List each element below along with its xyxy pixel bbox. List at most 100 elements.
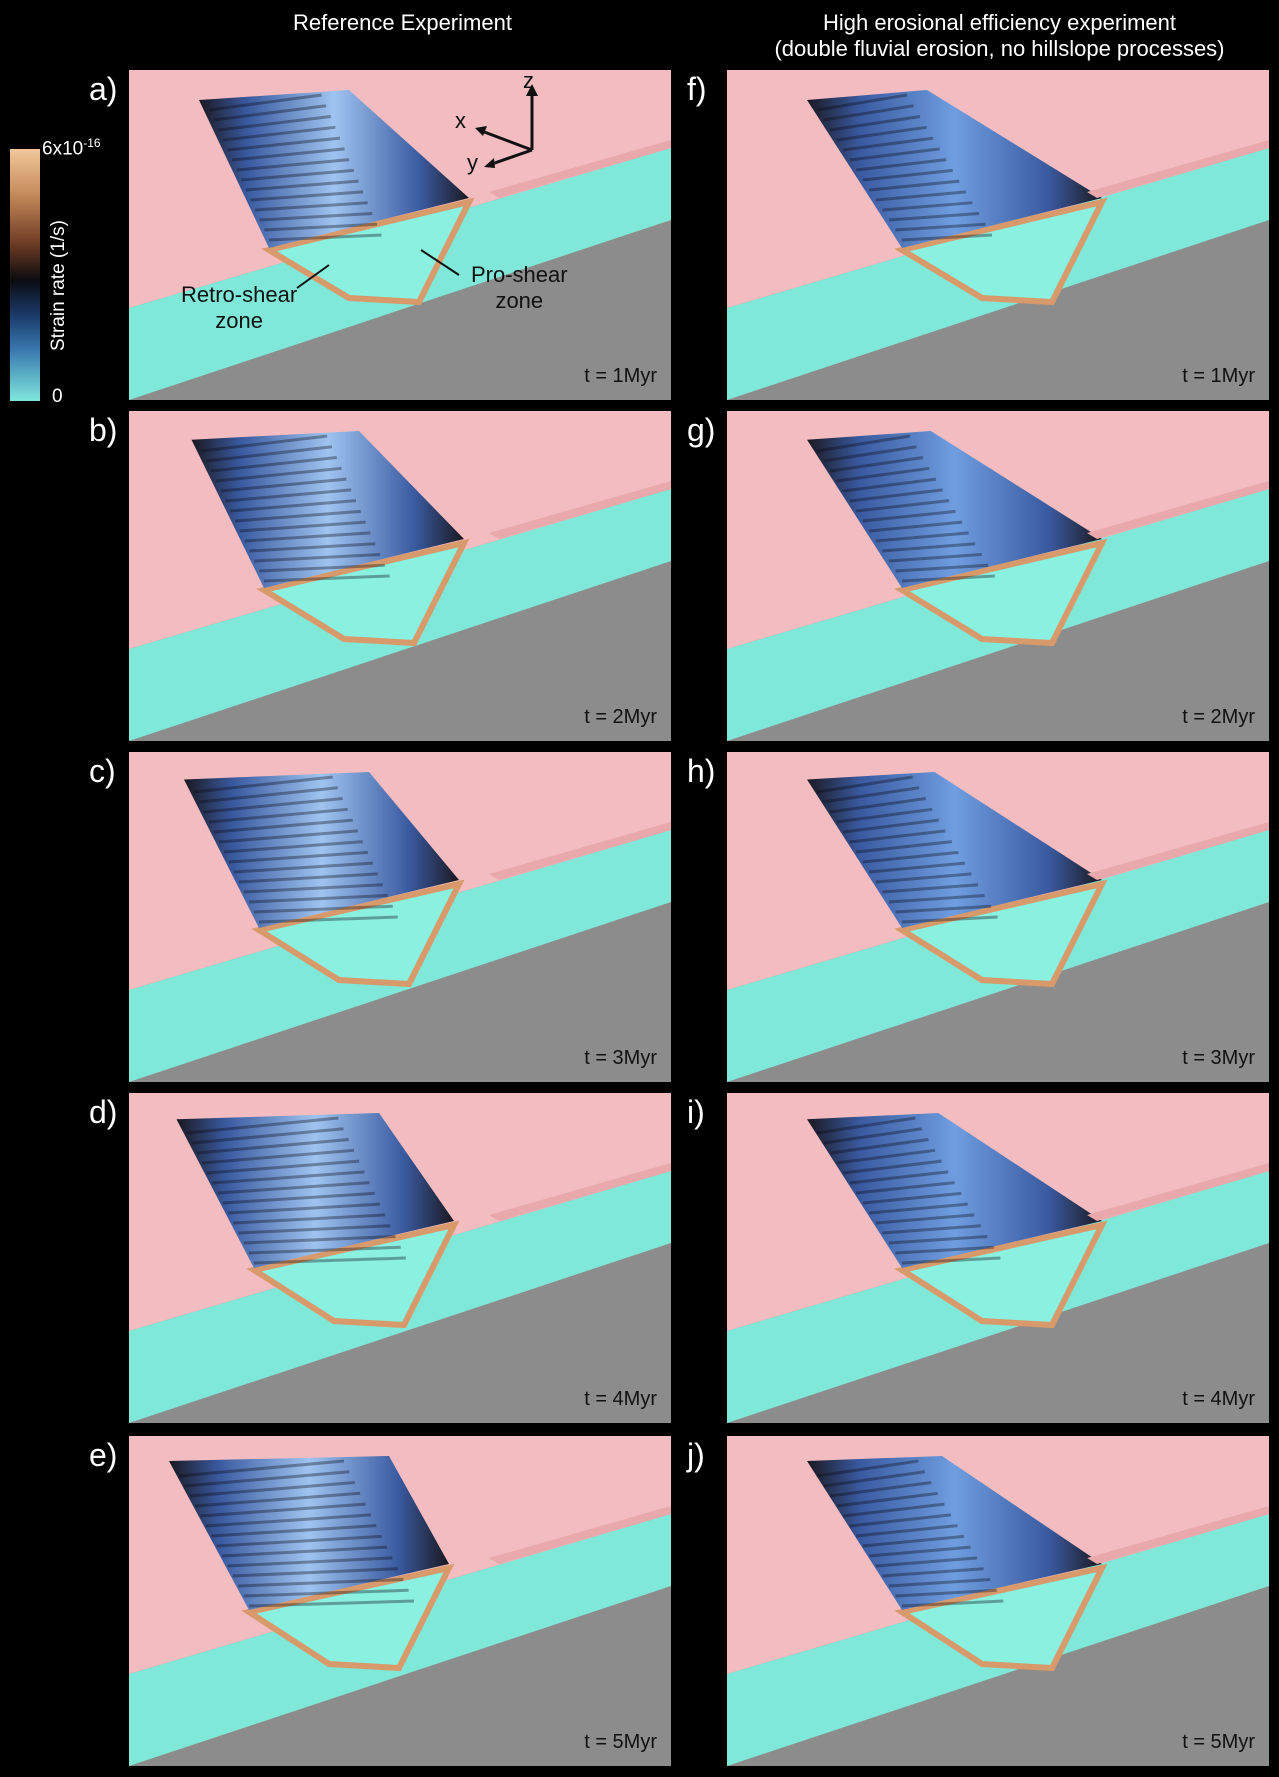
ridge-stripe [236,158,350,172]
ridge-stripe [888,1577,991,1588]
ridge-stripe [222,125,336,142]
model-view [727,752,1269,1082]
exhumed-wedge [261,197,475,306]
retro-shear-pointer [296,264,330,289]
ridge-stripe [259,211,373,222]
ridge-stripe [249,542,376,553]
colorbar-gradient [10,149,40,401]
colorbar-max-label: 6x10-16 [42,136,101,160]
ridge-stripe [222,1191,375,1205]
ridge-stripe [875,1213,975,1225]
model-panel: t = 3Myr [727,752,1269,1082]
model-view [129,70,671,400]
ridge-stripe [816,93,908,112]
exhumed-wedge [241,1563,455,1672]
ridge-stripe [263,574,390,583]
ridge-stripe [203,797,343,814]
ridge-stripe [221,1545,388,1558]
surface-step [489,1506,671,1564]
ridge-stripe [230,499,357,513]
orogen-belt [191,431,464,588]
exhumed-wedge [251,879,465,988]
ridge-stripe [862,850,959,864]
ridge-stripe [823,104,914,122]
ridge-stripe [816,1459,919,1478]
time-label: t = 4Myr [1182,1388,1255,1410]
y-axis-arrow [488,148,533,167]
orogen-belt [184,772,459,928]
surface-step [1087,822,1269,880]
ridge-stripe [215,466,342,483]
panel-label: a) [89,71,118,107]
ridge-stripe [253,904,393,914]
ridge-stripe [836,1148,936,1165]
ridge-stripe [849,829,946,844]
model-view [727,1436,1269,1766]
ridge-stripe [823,1127,923,1145]
ridge-stripe [875,872,972,884]
model-view [129,411,671,741]
ridge-stripe [248,1245,401,1255]
ridge-stripe [869,179,960,192]
ridge-stripe [901,1256,1001,1265]
ridge-stripe [248,893,388,904]
ridge-stripe [895,904,992,914]
ridge-stripe [856,1181,955,1195]
ridge-stripe [253,1256,406,1265]
ridge-stripe [869,1545,971,1558]
left-column-title: Reference Experiment [293,10,512,35]
exhumed-wedge [256,538,470,647]
colorbar-min-label: 0 [52,386,63,407]
ridge-stripe [223,840,363,854]
ridge-stripe [213,104,327,122]
ridge-stripe [816,434,911,453]
ridge-stripe [895,1245,994,1255]
ridge-stripe [233,861,373,874]
ridge-stripe [241,168,354,182]
orogen-belt [807,90,1102,248]
model-view [129,1436,671,1766]
ridge-stripe [216,1534,382,1548]
y-arrowhead [484,158,495,168]
ridge-stripe [248,1599,415,1608]
ridge-stripe [882,1567,984,1578]
orogen-belt [176,1113,454,1268]
ridge-stripe [213,818,353,834]
ridge-stripe [189,1481,355,1498]
ridge-stripe [875,1556,978,1568]
ridge-stripe [856,158,947,172]
colorbar-title: Strain rate (1/s) [48,220,69,351]
time-label: t = 5Myr [1182,1731,1255,1753]
ridge-stripe [191,1127,344,1145]
ridge-stripe [244,531,371,543]
ridge-stripe [206,445,333,463]
time-label: t = 4Myr [584,1388,657,1410]
panel-label: d) [89,1094,118,1130]
time-label: t = 1Myr [1182,365,1255,387]
ridge-stripe [882,542,976,553]
model-panel: t = 5Myr [129,1436,671,1766]
ridge-stripe [196,1138,349,1155]
ridge-stripe [816,775,913,794]
axis-y-label: y [467,150,478,175]
ridge-stripe [259,563,385,573]
z-arrowhead [526,84,538,96]
model-view [727,1093,1269,1423]
ridge-stripe [243,883,383,894]
ridge-stripe [836,125,927,142]
ridge-stripe [862,1534,965,1548]
ridge-stripe [869,1202,968,1215]
ridge-stripe [888,893,985,904]
ridge-stripe [245,179,359,192]
ridge-stripe [264,222,377,232]
exhumed-wedge [894,1563,1108,1672]
ridge-stripe [816,1116,916,1135]
x-arrowhead [475,126,487,136]
surface-step [1087,1163,1269,1221]
ridge-stripe [232,1567,398,1578]
exhumed-wedge [894,197,1108,306]
ridge-stripe [243,1588,409,1598]
model-panel: t = 4Myr [727,1093,1269,1423]
ridge-stripe [200,1502,366,1518]
ridge-stripe [836,466,930,483]
